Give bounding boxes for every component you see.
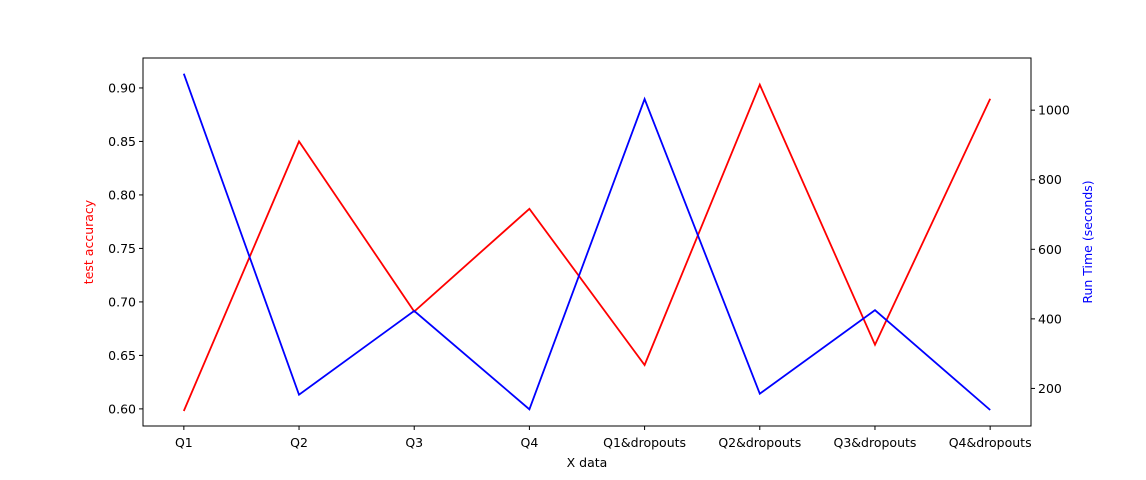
x-tick-label: Q2	[290, 435, 308, 450]
left-tick-label: 0.65	[108, 348, 136, 363]
right-tick-label: 600	[1038, 242, 1062, 257]
x-tick-label: Q4&dropouts	[949, 435, 1032, 450]
left-tick-label: 0.70	[108, 294, 136, 309]
left-tick-label: 0.75	[108, 241, 136, 256]
right-tick-label: 200	[1038, 381, 1062, 396]
runtime-series-line	[182, 73, 991, 411]
left-axis-label: test accuracy	[81, 199, 96, 284]
series-layer	[182, 73, 992, 412]
left-tick-label: 0.90	[108, 80, 136, 95]
x-tick-label: Q1	[175, 435, 193, 450]
left-tick-label: 0.60	[108, 401, 136, 416]
right-tick-label: 800	[1038, 172, 1062, 187]
right-axis-label: Run Time (seconds)	[1080, 180, 1095, 303]
x-tick-label: Q1&dropouts	[603, 435, 686, 450]
x-axis-label: X data	[567, 455, 608, 470]
x-tick-label: Q2&dropouts	[718, 435, 801, 450]
x-tick-label: Q3	[405, 435, 423, 450]
x-tick-label: Q4	[521, 435, 539, 450]
right-tick-label: 1000	[1038, 103, 1070, 118]
x-tick-label: Q3&dropouts	[834, 435, 917, 450]
plot-frame	[142, 57, 1032, 427]
accuracy-series-line	[182, 82, 992, 412]
left-tick-label: 0.80	[108, 187, 136, 202]
axes-layer: Q1 Q2 Q3 Q4 Q1&dropouts Q2&dropouts Q3&dropout…	[108, 57, 1070, 450]
right-tick-label: 400	[1038, 311, 1062, 326]
left-tick-label: 0.85	[108, 134, 136, 149]
